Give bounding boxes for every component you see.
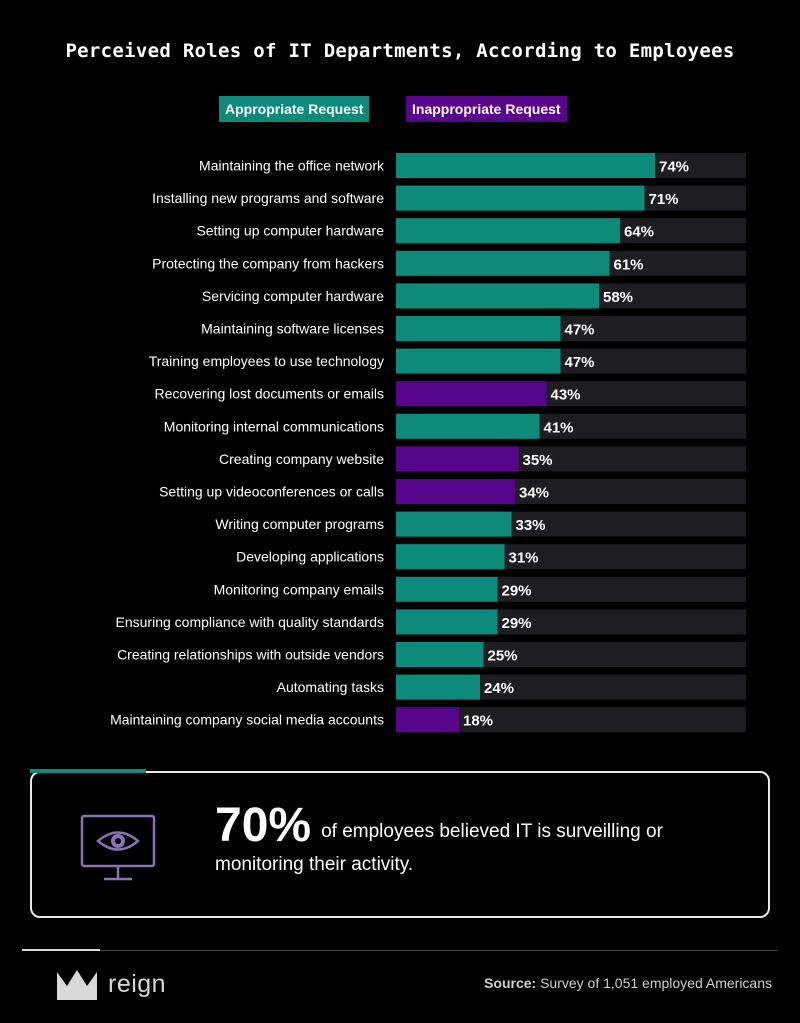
value-label: 29% bbox=[502, 615, 532, 632]
category-label: Protecting the company from hackers bbox=[152, 255, 384, 271]
callout-accent-line bbox=[30, 769, 146, 773]
bar bbox=[396, 348, 561, 374]
value-label: 29% bbox=[502, 582, 532, 599]
bar bbox=[396, 446, 519, 472]
category-label: Developing applications bbox=[236, 549, 384, 565]
bar bbox=[396, 511, 512, 537]
value-label: 24% bbox=[484, 680, 514, 697]
category-label: Training employees to use technology bbox=[149, 353, 384, 369]
bar bbox=[396, 544, 505, 570]
category-label: Monitoring internal communications bbox=[164, 418, 384, 434]
callout-description: of employees believed IT is surveilling … bbox=[215, 821, 663, 875]
bar bbox=[396, 413, 540, 439]
category-label: Installing new programs and software bbox=[152, 190, 384, 206]
footer-divider-accent bbox=[22, 949, 100, 951]
bar bbox=[396, 316, 561, 341]
category-label: Maintaining the office network bbox=[199, 158, 385, 174]
monitor-eye-icon bbox=[80, 814, 156, 881]
brand-name: reign bbox=[108, 970, 167, 998]
value-label: 35% bbox=[523, 452, 553, 469]
bar bbox=[396, 707, 459, 733]
bar bbox=[396, 153, 655, 178]
value-label: 31% bbox=[509, 550, 539, 567]
value-label: 18% bbox=[463, 713, 493, 730]
legend-appropriate: Appropriate Request bbox=[219, 96, 370, 122]
bar-chart: Maintaining the office network 74% Install… bbox=[110, 153, 746, 733]
value-label: 33% bbox=[516, 517, 546, 534]
value-label: 25% bbox=[488, 648, 518, 665]
bar bbox=[396, 185, 645, 211]
value-label: 34% bbox=[519, 485, 549, 502]
value-label: 43% bbox=[551, 387, 581, 404]
category-label: Monitoring company emails bbox=[214, 581, 384, 597]
value-label: 58% bbox=[603, 289, 633, 306]
category-label: Setting up computer hardware bbox=[196, 223, 384, 239]
legend-inappropriate: Inappropriate Request bbox=[406, 96, 567, 122]
bar bbox=[396, 381, 547, 407]
category-label: Recovering lost documents or emails bbox=[154, 386, 384, 402]
value-label: 74% bbox=[659, 159, 689, 176]
bar bbox=[396, 576, 498, 602]
category-label: Writing computer programs bbox=[215, 516, 384, 532]
bar bbox=[396, 674, 480, 700]
footer-divider bbox=[22, 950, 778, 951]
chart-title: Perceived Roles of IT Departments, Accor… bbox=[65, 40, 735, 62]
bar bbox=[396, 218, 620, 244]
value-label: 71% bbox=[649, 191, 679, 208]
value-label: 47% bbox=[565, 322, 595, 339]
source-label: Source: bbox=[484, 975, 537, 991]
category-label: Ensuring compliance with quality standar… bbox=[116, 614, 384, 630]
value-label: 47% bbox=[565, 354, 595, 371]
source-note: Source: Survey of 1,051 employed America… bbox=[484, 975, 772, 991]
callout-text: 70% of employees believed IT is surveilli… bbox=[215, 802, 735, 880]
value-label: 64% bbox=[624, 224, 654, 241]
bar bbox=[396, 609, 498, 635]
value-label: 61% bbox=[614, 256, 644, 273]
category-label: Setting up videoconferences or calls bbox=[159, 484, 384, 500]
bar bbox=[396, 283, 599, 309]
bar bbox=[396, 479, 515, 504]
callout-box bbox=[30, 771, 770, 918]
callout-stat: 70% bbox=[215, 799, 312, 852]
category-label: Servicing computer hardware bbox=[202, 288, 384, 304]
category-label: Automating tasks bbox=[277, 679, 384, 695]
source-text: Survey of 1,051 employed Americans bbox=[540, 975, 772, 991]
reign-logo-icon bbox=[57, 970, 97, 1000]
bar bbox=[396, 250, 610, 276]
value-label: 41% bbox=[544, 419, 574, 436]
category-label: Creating relationships with outside vend… bbox=[117, 647, 384, 663]
bar bbox=[396, 642, 484, 667]
category-label: Maintaining software licenses bbox=[201, 321, 384, 337]
category-label: Maintaining company social media account… bbox=[110, 712, 384, 728]
category-label: Creating company website bbox=[219, 451, 384, 467]
